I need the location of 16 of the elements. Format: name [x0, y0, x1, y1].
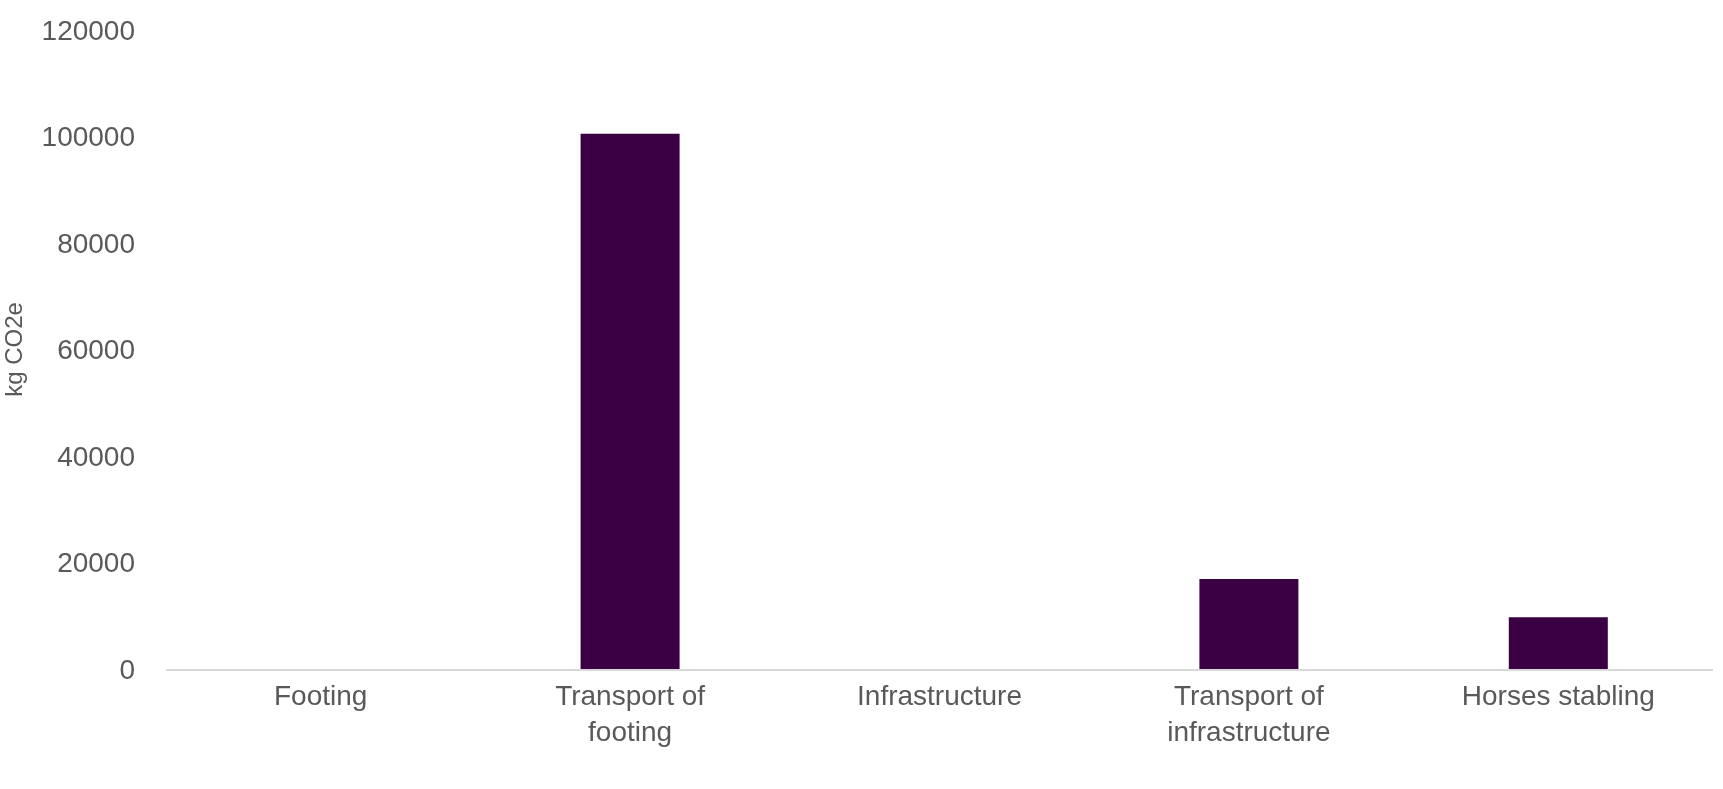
y-axis-title: kg CO2e [0, 302, 27, 397]
x-tick-label: Transport of infrastructure [1167, 679, 1331, 747]
y-tick-label: 60000 [57, 334, 135, 366]
y-tick-label: 20000 [57, 547, 135, 579]
bar [580, 133, 680, 669]
bar [1199, 579, 1299, 669]
y-tick-label: 120000 [41, 14, 135, 46]
x-tick-label: Horses stabling [1461, 679, 1655, 711]
bar [1508, 617, 1608, 669]
y-tick-label: 80000 [57, 227, 135, 259]
y-tick-label: 100000 [41, 121, 135, 153]
x-tick-label: Transport of footing [555, 679, 706, 747]
x-tick-label: Footing [274, 679, 368, 711]
x-tick-label: Infrastructure [857, 679, 1022, 711]
y-tick-label: 40000 [57, 440, 135, 472]
y-tick-label: 0 [119, 653, 135, 685]
